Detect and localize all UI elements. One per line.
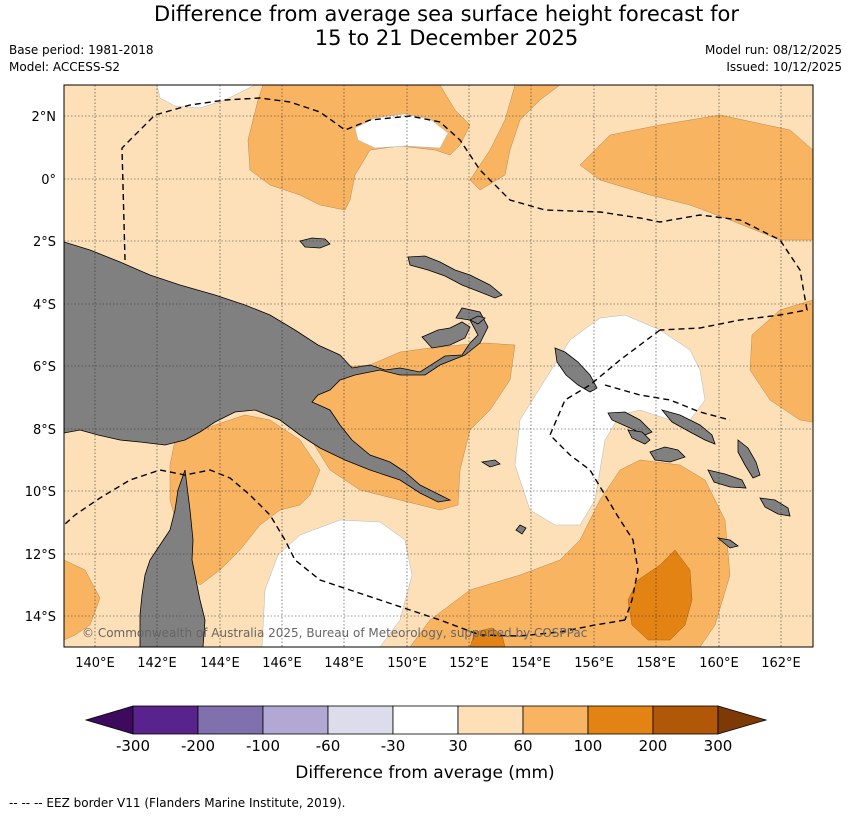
map-attribution: © Commonwealth of Australia 2025, Bureau… [82, 626, 587, 640]
lat-label: 10°S [25, 485, 56, 500]
colorbar-tick-label: 100 [574, 737, 603, 755]
meta-left: Base period: 1981-2018 Model: ACCESS-S2 [9, 42, 154, 76]
lat-label: 8°S [33, 423, 56, 438]
lat-label: 4°S [33, 298, 56, 313]
land-santa-isabel [660, 409, 716, 445]
anomaly-region-60-100-east [579, 114, 813, 241]
title-line-1: Difference from average sea surface heig… [154, 2, 739, 26]
land-new-hanover [469, 315, 486, 325]
lon-label: 140°E [75, 656, 115, 671]
land-woodlark-island [480, 459, 501, 468]
colorbar-tick-label: -60 [316, 737, 341, 755]
base-period-label: Base period: 1981-2018 [9, 43, 154, 57]
colorbar-segment [392, 705, 459, 735]
land-manus-island [299, 237, 331, 249]
lon-label: 142°E [137, 656, 177, 671]
lon-label: 154°E [511, 656, 551, 671]
map-figure: © Commonwealth of Australia 2025, Bureau… [25, 84, 814, 783]
anomaly-region-60-100-far-east [749, 299, 813, 423]
eez-border-png-australia [64, 469, 626, 637]
land-new-britain [407, 255, 503, 299]
lon-label: 152°E [449, 656, 489, 671]
land-new-georgia [627, 429, 651, 445]
issued-label: Issued: 10/12/2025 [726, 60, 842, 74]
land-bougainville [554, 347, 598, 393]
model-label: Model: ACCESS-S2 [9, 60, 121, 74]
land-choiseul [607, 411, 653, 436]
colorbar-segment [262, 705, 329, 735]
lat-label: 0° [41, 173, 56, 188]
colorbar-high-extend [717, 705, 768, 735]
land-guadalcanal [649, 446, 686, 463]
title-line-2: 15 to 21 December 2025 [314, 26, 579, 50]
anomaly-region-60-100-west [64, 559, 101, 641]
eez-border-png-north [121, 97, 808, 331]
lat-label: 2°N [32, 110, 57, 125]
map-frame [63, 84, 814, 648]
land-makira [707, 469, 747, 489]
land-louisiade-islets [515, 524, 527, 535]
graticule [64, 85, 813, 647]
colorbar-segment [587, 705, 654, 735]
land-rennell [759, 497, 791, 517]
colorbar-segment [652, 705, 719, 735]
colorbar-segment [522, 705, 589, 735]
map-plot [64, 85, 813, 647]
colorbar-tick-label: 300 [704, 737, 733, 755]
colorbar-label: Difference from average (mm) [295, 763, 554, 783]
lon-label: 156°E [574, 656, 614, 671]
lon-label: 158°E [636, 656, 676, 671]
colorbar-tick-label: -300 [116, 737, 150, 755]
eez-border-solomon-internal [604, 384, 731, 421]
colorbar-tick-label: 200 [639, 737, 668, 755]
lon-label: 160°E [699, 656, 739, 671]
land-santa-cruz-islets [716, 537, 739, 549]
land-malaita [737, 439, 761, 479]
lat-label: 12°S [25, 548, 56, 563]
lon-label: 162°E [761, 656, 801, 671]
colorbar-tick-label: -200 [181, 737, 215, 755]
lat-label: 14°S [25, 610, 56, 625]
anomaly-region-neutral-north [156, 85, 256, 109]
colorbar-tick-label: -100 [246, 737, 280, 755]
colorbar-segment [327, 705, 394, 735]
anomaly-region-100-200-south [469, 627, 506, 647]
anomaly-region-100-200-south-east [627, 549, 693, 641]
land-cape-york [139, 469, 206, 647]
lon-label: 148°E [324, 656, 364, 671]
anomaly-region-60-100-coral-sea [299, 342, 516, 511]
land-new-guinea [64, 241, 489, 503]
eez-border-png-solomon [549, 329, 661, 621]
meta-right: Model run: 08/12/2025 Issued: 10/12/2025 [705, 42, 842, 76]
colorbar-segment [457, 705, 524, 735]
latitude-labels: 2°N 0° 2°S 4°S 6°S 8°S 10°S 12°S 14°S [25, 110, 56, 625]
colorbar-ticks: -300 -200 -100 -60 -30 30 60 100 200 300 [116, 737, 732, 755]
colorbar-tick-label: 60 [513, 737, 532, 755]
lat-label: 2°S [33, 235, 56, 250]
eez-borders [64, 97, 808, 637]
colorbar-segment [132, 705, 199, 735]
chart-title: Difference from average sea surface heig… [0, 2, 850, 50]
colorbar-tick-label: -30 [381, 737, 406, 755]
model-run-label: Model run: 08/12/2025 [704, 43, 842, 57]
land-new-ireland [421, 321, 471, 349]
lon-label: 144°E [200, 656, 240, 671]
anomaly-region-60-100-north-east [469, 85, 561, 191]
anomaly-region-neutral-south [261, 519, 413, 647]
land-masses [64, 237, 791, 647]
lat-label: 6°S [33, 360, 56, 375]
colorbar-tick-label: 30 [448, 737, 467, 755]
colorbar [84, 705, 768, 735]
eez-legend-note: -- -- -- EEZ border V11 (Flanders Marine… [9, 796, 346, 810]
lon-label: 150°E [387, 656, 427, 671]
colorbar-low-extend [84, 705, 134, 735]
lon-label: 146°E [262, 656, 302, 671]
longitude-labels: 140°E 142°E 144°E 146°E 148°E 150°E 152°… [75, 656, 801, 671]
colorbar-segment [197, 705, 264, 735]
